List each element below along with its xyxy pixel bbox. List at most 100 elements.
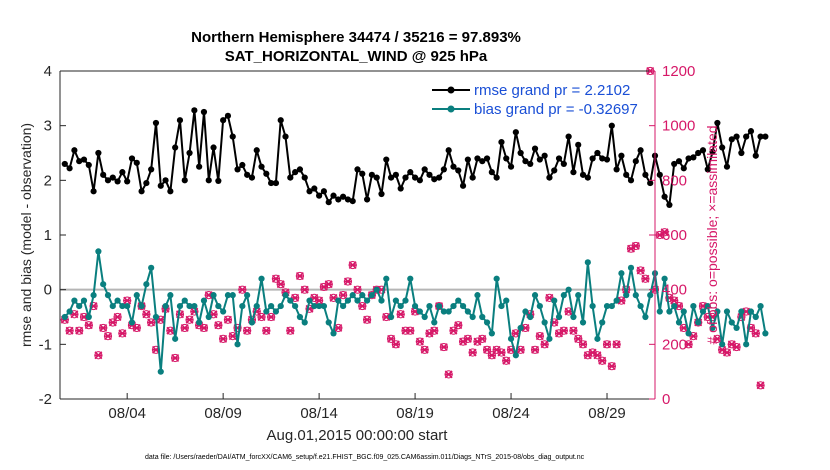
obs-assimilated-point	[478, 334, 487, 343]
rmse-point	[301, 174, 308, 181]
bias-point	[85, 313, 92, 321]
bias-point	[363, 297, 371, 304]
rmse-point	[555, 155, 563, 162]
obs-assimilated-point	[497, 348, 506, 357]
rmse-point	[210, 144, 217, 151]
bias-point	[378, 297, 385, 304]
y-right-tick-label: 400	[662, 282, 687, 299]
bias-point	[220, 308, 227, 315]
obs-assimilated-point	[511, 329, 520, 338]
rmse-point	[411, 174, 419, 181]
bias-point	[373, 286, 380, 293]
obs-assimilated-point	[396, 310, 405, 319]
bias-point	[416, 308, 423, 315]
rmse-point	[431, 176, 438, 183]
bias-point	[618, 270, 625, 277]
bias-point	[138, 302, 145, 310]
rmse-point	[671, 160, 678, 168]
obs-assimilated-point	[353, 285, 362, 294]
obs-assimilated-point	[75, 326, 84, 335]
rmse-point	[320, 188, 328, 195]
bias-point	[152, 313, 160, 321]
rmse-point	[85, 161, 92, 169]
bias-point	[349, 292, 356, 299]
obs-assimilated-point	[559, 326, 568, 335]
rmse-point	[215, 177, 222, 184]
rmse-point	[104, 177, 112, 184]
obs-assimilated-point	[243, 326, 252, 335]
rmse-series	[61, 107, 769, 209]
y-tick-label: 0	[44, 282, 52, 299]
rmse-point	[527, 160, 534, 168]
obs-assimilated-point	[579, 340, 588, 349]
obs-assimilated-point	[444, 370, 453, 379]
rmse-point	[407, 169, 414, 176]
bias-point	[752, 313, 759, 321]
bias-point	[546, 335, 553, 342]
x-axis-label: Aug.01,2015 00:00:00 start	[267, 427, 449, 444]
y-tick-label: 4	[44, 63, 52, 80]
rmse-point	[138, 188, 145, 195]
bias-point	[431, 319, 438, 326]
rmse-point	[392, 171, 399, 178]
rmse-point	[258, 163, 265, 170]
rmse-point	[220, 117, 227, 124]
obs-assimilated-point	[324, 280, 333, 289]
bias-point	[445, 308, 452, 315]
bias-point	[675, 319, 683, 326]
rmse-point	[90, 188, 97, 195]
bias-point	[637, 302, 644, 310]
bias-point	[253, 302, 260, 310]
rmse-point	[248, 174, 256, 181]
rmse-point	[459, 182, 467, 189]
obs-assimilated-point	[171, 354, 180, 362]
bias-point	[167, 292, 174, 299]
rmse-point	[373, 174, 380, 181]
bias-point	[512, 352, 519, 359]
obs-assimilated-point	[641, 274, 650, 283]
chart-title: Northern Hemisphere 34474 / 35216 = 97.8…	[191, 29, 521, 46]
bias-point	[579, 319, 587, 326]
bias-point	[623, 292, 630, 299]
rmse-point	[416, 177, 423, 184]
bias-point	[215, 302, 222, 310]
obs-assimilated-point	[535, 332, 544, 341]
rmse-point	[148, 166, 155, 173]
bias-point	[277, 302, 284, 310]
obs-assimilated-point	[99, 323, 108, 332]
bias-point	[565, 286, 572, 293]
bias-point	[344, 297, 352, 304]
rmse-point	[66, 165, 73, 172]
obs-assimilated-point	[262, 326, 271, 335]
rmse-point	[282, 133, 289, 140]
rmse-point	[531, 145, 539, 152]
rmse-point	[239, 161, 246, 169]
bias-point	[354, 297, 361, 304]
rmse-point	[565, 133, 572, 140]
bias-point	[71, 297, 78, 304]
rmse-point	[695, 149, 702, 157]
rmse-point	[469, 174, 476, 181]
bias-point	[205, 313, 212, 321]
obs-assimilated-point	[267, 313, 276, 321]
obs-assimilated-point	[286, 326, 295, 335]
rmse-point	[181, 177, 188, 184]
obs-assimilated-point	[295, 272, 304, 280]
y-axis-label: rmse and bias (model - observation)	[18, 123, 34, 347]
rmse-point	[503, 155, 510, 162]
obs-assimilated-point	[214, 321, 223, 330]
rmse-point	[762, 133, 769, 140]
legend-rmse-marker	[447, 86, 455, 94]
obs-assimilated-point	[132, 323, 141, 332]
rmse-point	[76, 158, 83, 165]
bias-point	[560, 292, 567, 299]
bias-point	[733, 324, 740, 332]
rmse-point	[623, 171, 630, 178]
bias-point	[613, 297, 620, 304]
rmse-point	[330, 192, 337, 199]
rmse-point	[157, 182, 164, 189]
obs-assimilated-point	[430, 326, 439, 335]
obs-assimilated-point	[84, 321, 93, 330]
bias-point	[719, 341, 726, 348]
bias-point	[124, 302, 131, 310]
